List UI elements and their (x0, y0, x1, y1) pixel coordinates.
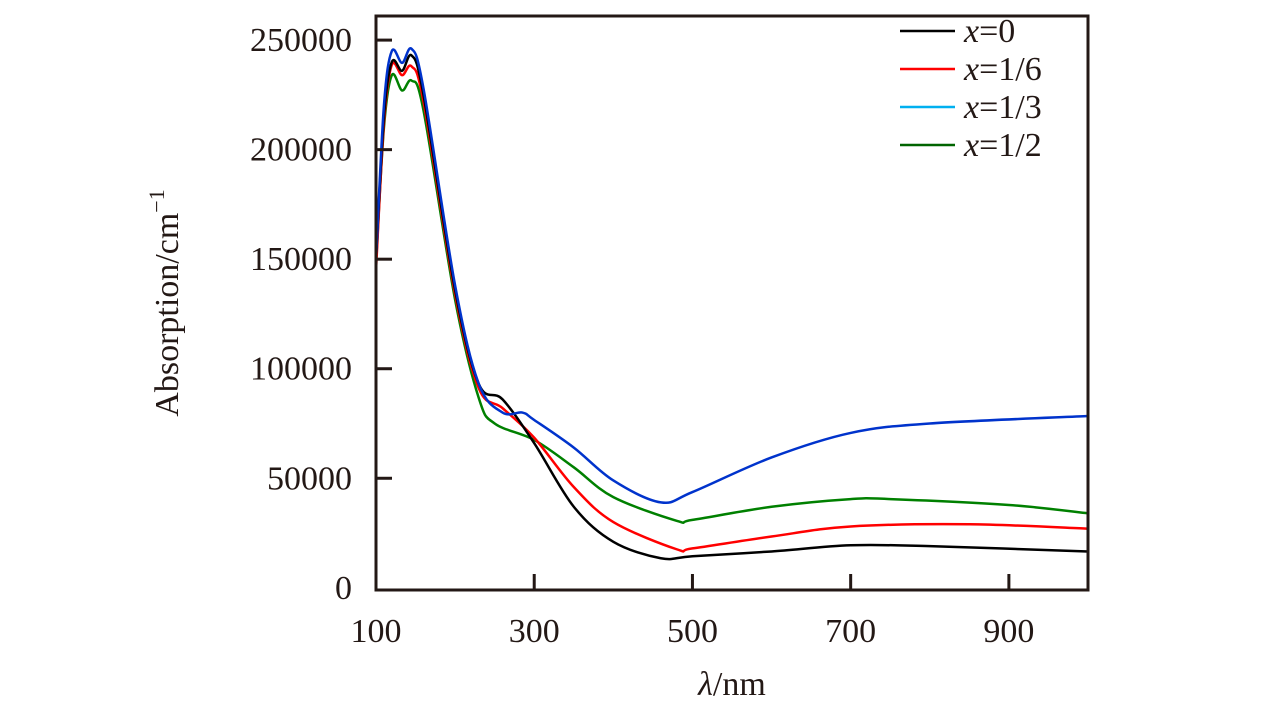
legend-label: x=0 (963, 13, 1015, 50)
curves (374, 46, 1089, 561)
series-line-3 (374, 72, 1089, 525)
series-line-0 (374, 53, 1089, 561)
y-tick-label: 200000 (250, 132, 352, 169)
y-axis-label: Absorption/cm−1 (144, 189, 186, 416)
legend-label: x=1/2 (963, 127, 1042, 164)
y-tick-label: 250000 (250, 22, 352, 59)
ticks: 100 300 500 700 900 0 50000 100000 150000 200000 2… (250, 22, 1034, 650)
x-tick-label: 100 (351, 613, 402, 650)
x-tick-label: 900 (983, 613, 1034, 650)
legend-label: x=1/3 (963, 89, 1042, 126)
x-axis-label: λ/nm (697, 666, 766, 703)
y-tick-label: 0 (335, 570, 352, 607)
x-tick-label: 300 (509, 613, 560, 650)
y-tick-label: 50000 (267, 460, 352, 497)
plot-frame (374, 14, 1090, 592)
legend: x=0x=1/6x=1/3x=1/2 (900, 13, 1042, 164)
x-tick-label: 500 (667, 613, 718, 650)
series-line-2 (374, 46, 1089, 505)
y-tick-label: 100000 (250, 351, 352, 388)
x-tick-label: 700 (825, 613, 876, 650)
y-tick-label: 150000 (250, 241, 352, 278)
legend-label: x=1/6 (963, 51, 1042, 88)
